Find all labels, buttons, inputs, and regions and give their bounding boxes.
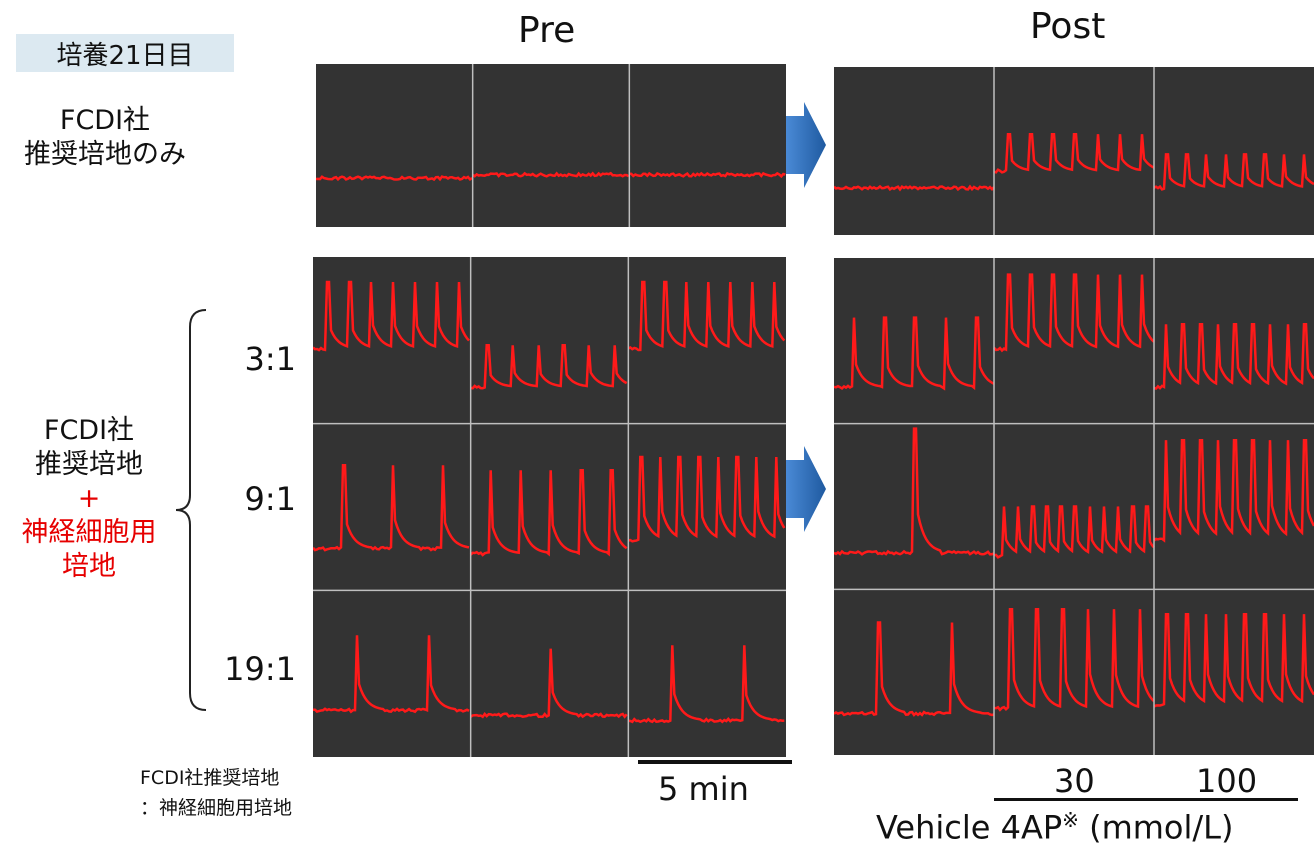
panel-mixed-post: [834, 258, 1314, 755]
ratio-9-1: 9:1: [244, 480, 297, 518]
panel-control-post: [834, 67, 1314, 235]
control-label-line2: 推奨培地のみ: [24, 139, 186, 170]
panel-control-pre: [316, 64, 786, 227]
drug-footnote-mark: ※: [1062, 808, 1079, 832]
post-header: Post: [1030, 6, 1106, 47]
trace-line: [1153, 153, 1314, 191]
culture-day-label: 培養21日目: [56, 40, 194, 71]
trace-line: [993, 132, 1155, 174]
trace-line: [1153, 323, 1314, 391]
trace-line: [993, 607, 1155, 712]
mixed-label-line1: FCDI社: [43, 415, 135, 446]
grouping-brace: [175, 309, 207, 711]
control-post-traces: [834, 67, 1314, 235]
footnote-line1: FCDI社推奨培地: [140, 767, 280, 789]
trace-line: [469, 648, 628, 719]
trace-line: [834, 184, 995, 192]
mixed-post-traces: [834, 258, 1314, 755]
trace-line: [834, 621, 995, 717]
mixed-label-line4: 培地: [62, 551, 116, 582]
trace-line: [628, 645, 785, 724]
trace-line: [471, 171, 630, 178]
trace-line: [834, 427, 995, 556]
panel-mixed-pre: [313, 257, 786, 757]
pre-header: Pre: [518, 10, 576, 51]
footnote-line2: ：神経細胞用培地: [140, 797, 293, 819]
culture-day-badge: 培養21日目: [16, 34, 234, 72]
trace-line: [313, 464, 470, 552]
trace-line: [470, 344, 628, 390]
trace-line: [313, 635, 470, 714]
trace-line: [1153, 612, 1314, 708]
trace-line: [316, 175, 473, 182]
trace-line: [629, 171, 786, 179]
trace-line: [313, 280, 470, 352]
drug-label: 4AP: [1000, 808, 1063, 847]
mixed-row-label: FCDI社 推奨培地 + 神経細胞用 培地: [0, 414, 178, 584]
scale-bar-label: 5 min: [658, 770, 749, 808]
mixed-pre-traces: [313, 257, 786, 757]
conc-30-label: 30: [1054, 762, 1095, 800]
control-label-line1: FCDI社: [59, 105, 151, 136]
arrow-right-icon: [786, 102, 826, 188]
scale-bar: [638, 760, 792, 764]
arrow-right-icon: [786, 446, 826, 532]
mixed-label-line2: 推奨培地: [35, 449, 143, 480]
control-row-label: FCDI社 推奨培地のみ: [0, 104, 210, 172]
unit-label: (mmol/L): [1089, 808, 1234, 847]
trace-line: [627, 280, 786, 352]
vehicle-label: Vehicle: [876, 808, 991, 847]
mixed-label-line3: 神経細胞用: [21, 517, 157, 548]
post-axis-title: Vehicle 4AP※ (mmol/L): [876, 808, 1233, 847]
trace-line: [834, 316, 995, 391]
trace-line: [469, 469, 628, 557]
ratio-3-1: 3:1: [244, 340, 297, 378]
trace-line: [993, 273, 1155, 353]
control-pre-traces: [316, 64, 786, 227]
ratio-19-1: 19:1: [224, 650, 296, 688]
trace-line: [628, 455, 786, 543]
conc-100-label: 100: [1196, 762, 1258, 800]
mixed-label-plus: +: [77, 483, 101, 514]
conc-underline: [994, 798, 1298, 801]
trace-line: [993, 505, 1155, 559]
trace-line: [1153, 438, 1314, 543]
ratio-footnote: FCDI社推奨培地 ：神経細胞用培地: [140, 763, 292, 823]
